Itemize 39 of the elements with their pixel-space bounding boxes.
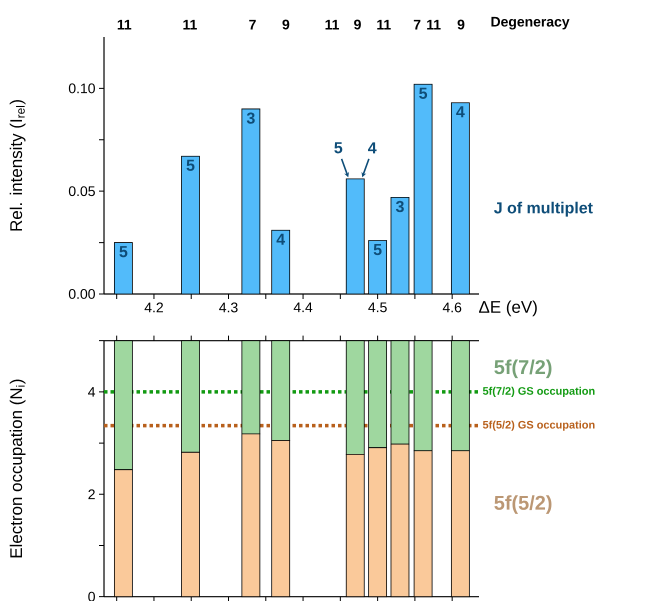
text: 9 [354, 20, 361, 30]
ref-line-label: 5f(7/2) GS occupation [482, 386, 594, 397]
annotation: 4 [368, 142, 377, 154]
text: 11 [326, 20, 339, 30]
text: Degeneracy [491, 16, 570, 30]
text: 11 [183, 20, 197, 30]
annotation: 5 [119, 246, 128, 258]
x-tick-label: 4.2 [144, 302, 163, 312]
annotation: 5 [419, 88, 428, 99]
annotation: 3 [396, 200, 404, 212]
annotation: 3 [246, 112, 255, 124]
text: 11 [427, 20, 441, 30]
y-axis-title: Rel. intensity (I$_{rel}$) [10, 100, 26, 231]
y-tick-label: 4 [88, 387, 96, 397]
y-tick-label: 0.00 [68, 289, 95, 299]
series-label: 5f(5/2) [494, 495, 552, 514]
ref-line-label: 5f(5/2) GS occupation [482, 420, 594, 431]
x-tick-label: 4.4 [294, 302, 312, 312]
y-tick-label: 2 [88, 489, 95, 500]
x-tick-label: 4.6 [442, 302, 462, 312]
annotation: 5 [334, 142, 342, 154]
annotation: 4 [456, 106, 465, 118]
y-tick-label: 0.10 [68, 83, 95, 94]
y-axis-title: Electron occupation (N$_{i}$) [10, 380, 26, 558]
annotation: 4 [276, 234, 286, 245]
series-label: 5f(7/2) [494, 360, 552, 378]
text: 9 [282, 20, 290, 30]
annotation: 5 [374, 244, 382, 256]
annotation: 5 [186, 160, 194, 171]
x-tick-label: 4.5 [368, 302, 387, 312]
text: J of multiplet [494, 202, 593, 217]
text: 11 [377, 20, 391, 30]
text: 7 [414, 20, 420, 30]
x-axis-title: ΔE (eV) [479, 300, 537, 316]
text: 11 [118, 20, 132, 30]
y-tick-label: 0.05 [68, 186, 95, 196]
text: 9 [458, 20, 464, 30]
x-tick-label: 4.3 [219, 302, 238, 312]
text: 7 [249, 20, 256, 30]
